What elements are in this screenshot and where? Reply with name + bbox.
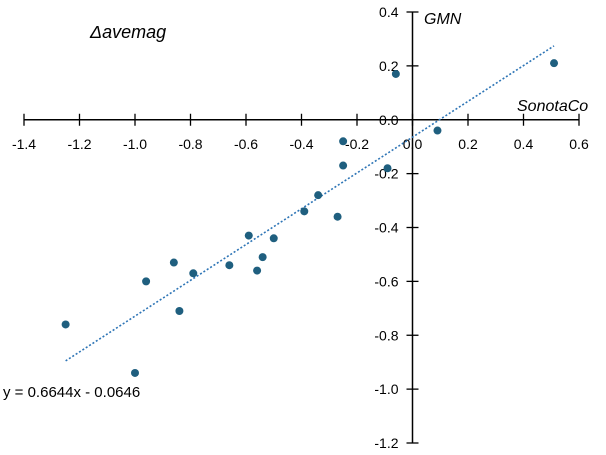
y-tick-label: -1.2 bbox=[374, 435, 398, 451]
data-point bbox=[244, 231, 253, 240]
data-point bbox=[258, 253, 267, 262]
data-point bbox=[61, 320, 70, 329]
x-tick-label: -0.4 bbox=[289, 136, 313, 152]
data-point bbox=[333, 212, 342, 221]
x-tick-label: -0.8 bbox=[178, 136, 202, 152]
x-tick-label: -0.2 bbox=[345, 136, 369, 152]
data-point bbox=[253, 266, 262, 275]
data-points bbox=[61, 59, 559, 377]
y-tick-label: -0.8 bbox=[374, 327, 398, 343]
x-tick-label: -1.0 bbox=[123, 136, 147, 152]
x-tick-label: 0.6 bbox=[569, 136, 589, 152]
x-axis-title: SonotaCo bbox=[517, 98, 588, 115]
chart-title: Δavemag bbox=[89, 22, 166, 42]
data-point bbox=[339, 161, 348, 170]
x-tick-label: -1.4 bbox=[12, 136, 36, 152]
data-point bbox=[175, 307, 184, 316]
x-tick-label: -1.2 bbox=[67, 136, 91, 152]
data-point bbox=[300, 207, 309, 216]
x-tick-label: 0.0 bbox=[403, 136, 423, 152]
trendline-equation: y = 0.6644x - 0.0646 bbox=[3, 384, 140, 401]
y-tick-label: -0.4 bbox=[374, 220, 398, 236]
data-point bbox=[131, 368, 139, 377]
data-point bbox=[339, 137, 348, 146]
data-point bbox=[142, 277, 151, 286]
y-axis-title: GMN bbox=[424, 11, 462, 28]
trendline bbox=[65, 45, 555, 362]
data-point bbox=[269, 234, 278, 243]
y-tick-group: -1.2 -1.0 -0.8 -0.6 -0.4 -0.2 0.0 0.2 0.4 bbox=[374, 4, 419, 451]
data-point bbox=[169, 258, 178, 267]
data-point bbox=[433, 126, 442, 135]
y-tick-label: 0.4 bbox=[379, 4, 399, 20]
x-tick-label: 0.2 bbox=[458, 136, 478, 152]
y-tick-label: 0.2 bbox=[379, 58, 399, 74]
y-tick-label: -0.6 bbox=[374, 273, 398, 289]
y-tick-label: 0.0 bbox=[379, 112, 399, 128]
y-tick-label: -1.0 bbox=[374, 381, 398, 397]
data-point bbox=[383, 164, 392, 173]
data-point bbox=[225, 261, 234, 270]
data-point bbox=[391, 69, 400, 78]
data-point bbox=[189, 269, 198, 278]
data-point bbox=[314, 191, 323, 200]
y-tick-label: -0.2 bbox=[374, 166, 398, 182]
x-tick-group: -1.4 -1.2 -1.0 -0.8 -0.6 -0.4 -0.2 0.0 0.2 0.4 0.6 bbox=[12, 113, 589, 152]
data-point bbox=[550, 59, 559, 68]
x-tick-label: -0.6 bbox=[234, 136, 258, 152]
x-tick-label: 0.4 bbox=[514, 136, 534, 152]
